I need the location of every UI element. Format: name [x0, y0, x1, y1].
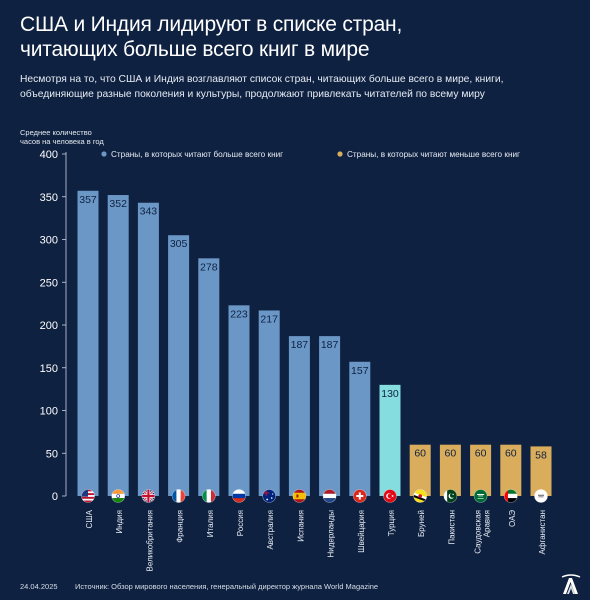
- title-line: США и Индия лидируют в списке стран,: [20, 13, 403, 36]
- page-subtitle: Несмотря на то, что США и Индия возглавл…: [20, 72, 580, 102]
- y-tick-label: 50: [46, 448, 58, 460]
- russia-flag-icon: [232, 489, 246, 503]
- legend-marker: [337, 151, 343, 157]
- x-tick-label: Афганистан: [538, 510, 547, 555]
- aa-logo-icon: [561, 574, 581, 594]
- bar: [349, 361, 371, 496]
- x-tick-label: Нидерланды: [327, 510, 336, 558]
- bar: [500, 444, 522, 496]
- x-tick-label: Индия: [115, 510, 124, 534]
- bar: [409, 444, 431, 496]
- page-title: США и Индия лидируют в списке стран, чит…: [20, 12, 580, 62]
- x-tick-label: Великобритания: [145, 510, 154, 571]
- turkey-flag-icon: [383, 489, 397, 503]
- x-tick-label: Швейцария: [357, 510, 366, 553]
- india-flag-icon: [111, 489, 125, 503]
- bar: [77, 190, 99, 496]
- data-label: 130: [381, 388, 399, 400]
- data-label: 60: [505, 448, 517, 460]
- x-tick-label: США: [85, 509, 94, 528]
- data-label: 357: [79, 194, 97, 206]
- subtitle-line: объединяющие разные поколения и культуры…: [20, 89, 485, 100]
- bar: [168, 235, 190, 496]
- y-axis-label-line: часов на человека в год: [20, 137, 104, 146]
- legend-marker: [101, 151, 107, 157]
- italy-flag-icon: [202, 489, 216, 503]
- x-tick-label: Бруней: [417, 510, 426, 537]
- bar: [319, 336, 341, 496]
- x-tick-label: Италия: [206, 510, 215, 537]
- us-flag-icon: [81, 489, 95, 503]
- bar: [228, 305, 250, 496]
- data-label: 60: [475, 448, 487, 460]
- bar: [530, 446, 552, 496]
- y-tick-label: 400: [40, 149, 58, 161]
- x-tick-label: Пакистан: [447, 510, 456, 545]
- bar: [288, 336, 310, 496]
- y-tick-label: 0: [52, 491, 58, 503]
- data-label: 217: [260, 313, 278, 325]
- australia-flag-icon: [262, 489, 277, 503]
- spain-flag-icon: [292, 489, 307, 503]
- bar: [439, 444, 461, 496]
- data-label: 278: [200, 261, 218, 273]
- bar: [258, 310, 280, 496]
- x-tick-label: ОАЭ: [508, 510, 517, 527]
- source-note: Источник: Обзор мирового населения, гене…: [75, 582, 379, 591]
- data-label: 187: [291, 339, 309, 351]
- data-label: 60: [414, 448, 426, 460]
- switzerland-flag-icon: [352, 489, 367, 503]
- x-tick-label: Испания: [296, 510, 305, 542]
- data-label: 343: [140, 206, 158, 218]
- data-label: 352: [109, 198, 127, 210]
- data-label: 223: [230, 308, 248, 320]
- saudi-arabia-flag-icon: [473, 489, 488, 503]
- data-label: 60: [445, 448, 457, 460]
- pakistan-flag-icon: [443, 489, 458, 503]
- y-tick-label: 100: [40, 406, 58, 418]
- data-label: 305: [170, 238, 188, 250]
- bar: [470, 444, 492, 496]
- bar: [107, 195, 129, 497]
- brunei-flag-icon: [413, 489, 428, 503]
- publication-date: 24.04.2025: [20, 582, 58, 591]
- legend-label: Страны, в которых читают больше всего кн…: [111, 150, 283, 159]
- uae-flag-icon: [503, 489, 518, 503]
- x-tick-label: Турция: [387, 510, 396, 536]
- data-label: 157: [351, 365, 369, 377]
- bar: [379, 384, 401, 496]
- x-tick-label: Франция: [176, 510, 185, 543]
- afghanistan-flag-icon: [534, 489, 548, 503]
- y-tick-label: 300: [40, 235, 58, 247]
- legend-label: Страны, в которых читают меньше всего кн…: [347, 150, 520, 159]
- uk-flag-icon: [141, 489, 156, 503]
- y-tick-label: 250: [40, 277, 58, 289]
- y-tick-label: 150: [40, 363, 58, 375]
- data-label: 187: [321, 339, 339, 351]
- y-axis-label-line: Среднее количество: [20, 128, 92, 137]
- bar: [137, 202, 159, 497]
- y-axis-label: Среднее количество часов на человека в г…: [20, 128, 150, 146]
- data-label: 58: [535, 449, 547, 461]
- y-tick-label: 200: [40, 320, 58, 332]
- bar: [198, 258, 220, 496]
- subtitle-line: Несмотря на то, что США и Индия возглавл…: [20, 74, 504, 85]
- y-tick-label: 350: [40, 192, 58, 204]
- title-line: читающих больше всего книг в мире: [20, 38, 370, 61]
- france-flag-icon: [171, 489, 186, 503]
- x-tick-label: СаудовскаяАравия: [474, 510, 492, 554]
- x-tick-label: Австралия: [266, 510, 275, 550]
- netherlands-flag-icon: [322, 489, 337, 503]
- x-tick-label: Россия: [236, 510, 245, 536]
